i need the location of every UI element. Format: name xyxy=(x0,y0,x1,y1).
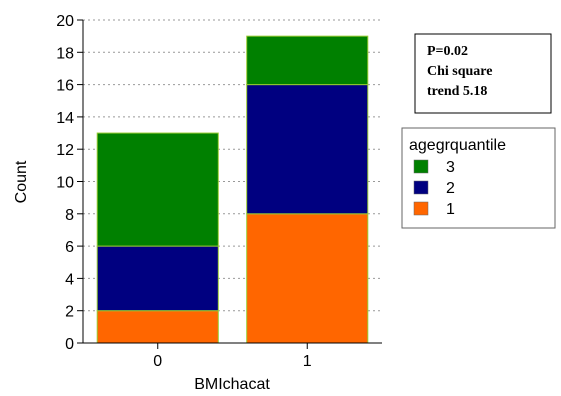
bar-segment xyxy=(246,213,369,344)
annotation-line-2: Chi square xyxy=(427,64,492,79)
y-tick-label: 12 xyxy=(56,142,74,159)
legend-swatch xyxy=(413,201,429,216)
legend-label: 2 xyxy=(446,180,455,197)
y-tick-label: 4 xyxy=(65,271,74,288)
annotation-line-1: P=0.02 xyxy=(427,44,468,59)
y-tick-label: 18 xyxy=(56,45,74,62)
annotation-box: P=0.02 Chi square trend 5.18 xyxy=(414,33,552,114)
x-axis-title: BMIchacat xyxy=(194,376,270,393)
y-tick-label: 2 xyxy=(65,304,74,321)
y-tick-label: 0 xyxy=(65,336,74,353)
legend-swatch xyxy=(413,159,429,174)
legend-swatch xyxy=(413,180,429,195)
x-tick-label: 0 xyxy=(153,353,162,370)
y-axis-title: Count xyxy=(13,160,30,203)
y-tick-label: 14 xyxy=(56,110,74,127)
bar-segment xyxy=(96,310,219,344)
y-tick-label: 10 xyxy=(56,175,74,192)
legend-title: agegrquantile xyxy=(409,137,506,154)
legend-label: 1 xyxy=(446,201,455,218)
y-tick-label: 20 xyxy=(56,13,74,30)
bar-segment xyxy=(246,84,369,215)
y-tick-label: 8 xyxy=(65,207,74,224)
y-tick-label: 16 xyxy=(56,78,74,95)
bar-segment xyxy=(96,132,219,247)
y-tick-label: 6 xyxy=(65,239,74,256)
y-ticks: 0 2 4 6 8 10 12 14 16 18 20 xyxy=(56,13,83,353)
bar-segment xyxy=(96,245,219,312)
bar-segment xyxy=(246,35,369,86)
annotation-line-3: trend 5.18 xyxy=(427,84,487,99)
legend-label: 3 xyxy=(446,159,455,176)
bars xyxy=(96,35,369,344)
x-tick-label: 1 xyxy=(303,353,312,370)
legend: agegrquantile 3 2 1 xyxy=(401,127,556,229)
legend-entries: 3 2 1 xyxy=(413,159,455,218)
